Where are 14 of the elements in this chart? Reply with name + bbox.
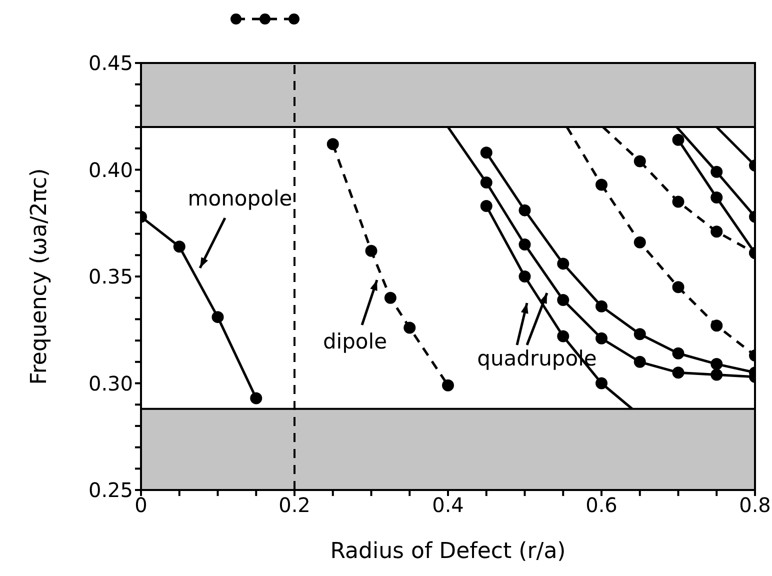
x-tick-label: 0.4 — [432, 493, 464, 518]
y-tick-label: 0.40 — [88, 158, 133, 182]
y-tick-label: 0.35 — [88, 264, 133, 289]
x-tick-label: 0.6 — [586, 493, 618, 518]
y-axis-title: Frequency (ωa/2πc) — [26, 168, 52, 385]
x-tick-label: 0 — [134, 493, 148, 518]
x-tick-label: 0.2 — [278, 493, 310, 518]
x-tick-label: 0.8 — [739, 493, 771, 518]
annotation: monopole — [188, 186, 292, 211]
x-axis-title: Radius of Defect (r/a) — [330, 539, 566, 564]
y-tick-label: 0.45 — [88, 51, 133, 76]
y-tick-label: 0.30 — [88, 371, 133, 396]
annotation: dipole — [322, 330, 388, 354]
y-tick-label: 0.25 — [88, 478, 133, 502]
